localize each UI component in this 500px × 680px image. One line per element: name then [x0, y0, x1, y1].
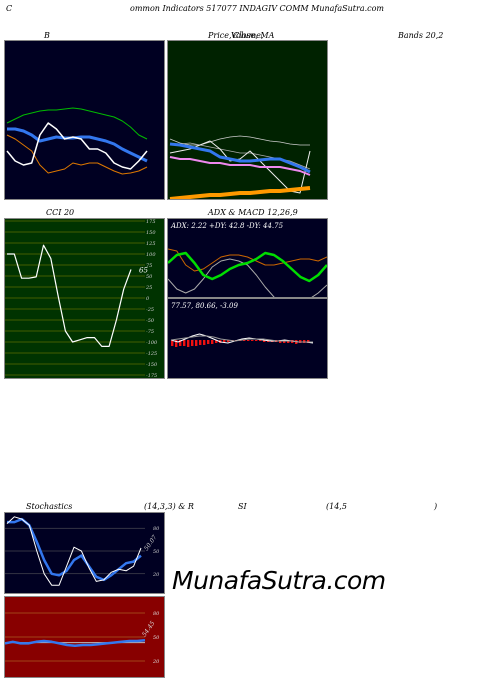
- lower-band-line: [6, 134, 148, 175]
- si-title: SI: [238, 502, 247, 511]
- macd-histogram-bar: [175, 340, 178, 347]
- cci-tick-label: 0: [146, 296, 150, 302]
- macd-panel: 77.57, 80.66, -3.09: [167, 298, 328, 379]
- cci-tick-label: -75: [146, 329, 154, 335]
- plus-dy-line: [168, 251, 327, 283]
- macd-histogram-bar: [251, 340, 254, 341]
- bollinger-chart: [6, 107, 148, 175]
- watermark: MunafaSutra.com: [172, 566, 386, 595]
- adx-readout: ADX: 2.22 +DY: 42.8 -DY: 44.75: [170, 222, 284, 230]
- macd-histogram-bar: [247, 340, 250, 341]
- adx-line: [168, 258, 327, 297]
- price-chart: [169, 135, 311, 199]
- macd-chart: 77.57, 80.66, -3.09: [170, 302, 314, 347]
- macd-histogram-bar: [183, 340, 186, 346]
- price-title-2: Volume,: [231, 31, 264, 40]
- rsi-panel: 80 50 20 54.45: [4, 596, 165, 678]
- ma-line-blue: [169, 142, 311, 174]
- cci-tick-label: -50: [146, 318, 155, 324]
- cci-tick-label: 75: [146, 263, 152, 269]
- bollinger-panel: [4, 40, 165, 200]
- macd-histogram-bar: [171, 340, 174, 346]
- middle-band-line: [7, 127, 148, 163]
- cci-tick-label: 100: [146, 252, 156, 258]
- cci-tick-label: 150: [146, 230, 156, 236]
- macd-histogram-bar: [191, 340, 194, 346]
- adx-panel: ADX: 2.22 +DY: 42.8 -DY: 44.75: [167, 218, 328, 298]
- macd-histogram-bar: [195, 340, 198, 346]
- stoch-panel: 80 50 20 50.07: [4, 512, 165, 594]
- macd-histogram-bar: [187, 340, 190, 347]
- cci-tick-label: -100: [146, 340, 158, 346]
- chart-header-title: ommon Indicators 517077 INDAGIV COMM Mun…: [130, 4, 385, 13]
- ma-line-orange: [169, 186, 311, 199]
- close-line: [169, 140, 311, 194]
- adx-title: ADX & MACD 12,26,9: [208, 208, 298, 217]
- adx-chart: ADX: 2.22 +DY: 42.8 -DY: 44.75: [168, 222, 327, 297]
- price-title-1: Price,: [208, 31, 232, 40]
- upper-band-line: [6, 107, 148, 140]
- rsi-tick-label: 20: [152, 659, 160, 665]
- macd-histogram-bar: [179, 340, 182, 346]
- macd-histogram-bar: [203, 340, 206, 345]
- cci-tick-label: -125: [146, 351, 157, 357]
- cci-tick-label: -25: [146, 307, 154, 313]
- cci-tick-label: -150: [146, 362, 158, 368]
- price-line: [6, 122, 148, 170]
- price-title-3: Close, MA: [233, 31, 275, 40]
- macd-histogram-bar: [259, 340, 262, 341]
- stoch-tick-label: 80: [153, 526, 160, 532]
- macd-histogram-bar: [243, 340, 246, 341]
- stoch-k-line: [6, 516, 142, 586]
- macd-histogram-bar: [223, 340, 226, 342]
- bollinger-title: B: [44, 31, 50, 40]
- cci-tick-label: 175: [146, 219, 156, 225]
- macd-histogram-bar: [227, 340, 230, 342]
- macd-readout: 77.57, 80.66, -3.09: [171, 302, 238, 310]
- stoch-title: Stochastics: [26, 502, 73, 511]
- macd-signal-line: [170, 335, 313, 343]
- stoch-tick-label: 20: [152, 572, 160, 578]
- stoch-tick-label: 50: [153, 549, 160, 555]
- macd-histogram-bar: [255, 340, 258, 341]
- macd-histogram-bar: [263, 340, 266, 342]
- rsi-params: (14,5: [326, 502, 347, 511]
- cci-tick-label: 50: [146, 274, 153, 280]
- price-panel: [167, 40, 328, 200]
- cci-value-label: 65: [139, 266, 148, 274]
- macd-histogram-bar: [211, 340, 214, 344]
- minus-dy-line: [168, 248, 327, 272]
- rsi-close: ): [434, 502, 438, 511]
- stoch-params: (14,3,3) & R: [144, 502, 194, 511]
- cci-tick-label: 25: [145, 285, 152, 291]
- rsi-tick-label: 50: [153, 635, 160, 641]
- header-left: C: [6, 4, 13, 13]
- rsi-tick-label: 80: [153, 611, 160, 617]
- cci-panel: 175 150 125 100 75 50 25 0 -25 -50 -75 -100 -125 -150…: [4, 218, 165, 379]
- bands-title: Bands 20,2: [398, 31, 444, 40]
- macd-histogram-bar: [215, 340, 218, 343]
- cci-tick-label: -175: [146, 373, 157, 378]
- ma-line-1: [169, 135, 310, 146]
- cci-tick-label: 125: [146, 241, 156, 247]
- ma-line-pink: [169, 156, 311, 176]
- rsi-line: [5, 638, 146, 648]
- cci-line: [7, 244, 132, 348]
- macd-histogram-bar: [207, 340, 210, 344]
- macd-histogram-bar: [199, 340, 202, 345]
- cci-title: CCI 20: [46, 208, 75, 217]
- cci-chart: 175 150 125 100 75 50 25 0 -25 -50 -75 -100 -125 -150…: [5, 219, 158, 378]
